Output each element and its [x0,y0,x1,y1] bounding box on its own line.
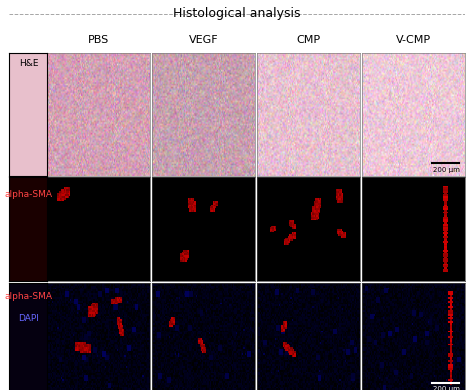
Text: CMP: CMP [296,35,320,45]
Text: 200 μm: 200 μm [432,167,459,173]
Text: alpha-SMA: alpha-SMA [4,292,53,301]
Text: PBS: PBS [88,35,109,45]
Text: alpha-SMA: alpha-SMA [4,190,53,199]
Text: DAPI: DAPI [18,314,39,323]
Text: VEGF: VEGF [189,35,219,45]
Text: Histological analysis: Histological analysis [173,7,301,20]
Text: 200 μm: 200 μm [432,386,459,390]
Text: V-CMP: V-CMP [396,35,431,45]
Text: H&E: H&E [18,59,38,68]
